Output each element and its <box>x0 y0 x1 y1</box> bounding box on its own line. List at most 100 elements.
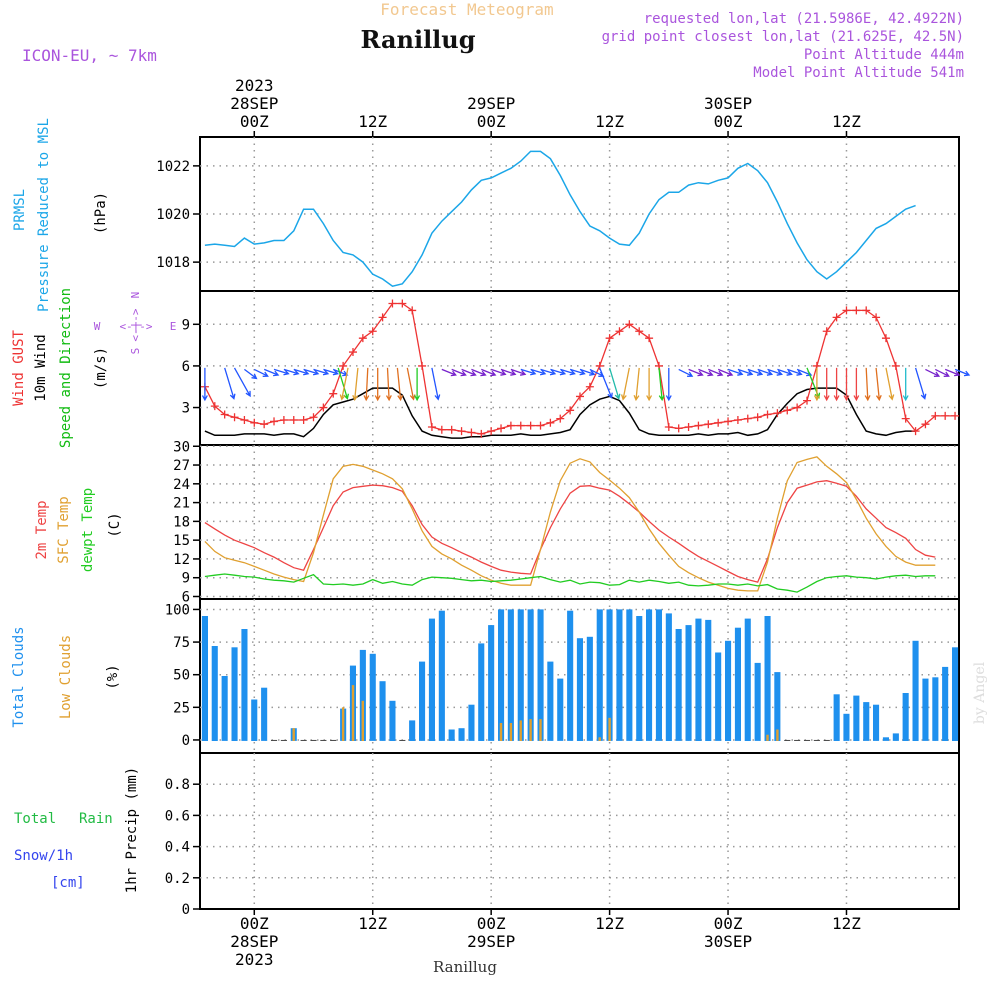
low-cloud-bar <box>499 723 503 741</box>
compass-axis: <-|-> <box>129 308 142 341</box>
total-cloud-bar <box>675 629 682 741</box>
gust-marker <box>487 427 496 436</box>
low-cloud-bar <box>766 734 769 741</box>
wind-direction-arrow <box>698 368 714 377</box>
ytick-label: 12 <box>173 552 190 568</box>
wind-direction-arrow <box>500 368 517 376</box>
total-cloud-bar <box>754 662 761 741</box>
wind-direction-arrow <box>688 368 704 377</box>
total-cloud-bar <box>734 627 741 741</box>
total-cloud-bar <box>251 699 258 741</box>
ytick-label: 1022 <box>156 159 190 175</box>
total-cloud-bar <box>705 619 712 741</box>
total-cloud-bar <box>853 695 860 741</box>
top-tick-label: 29SEP <box>467 94 515 113</box>
total-label: Total <box>14 811 56 827</box>
precip-frame <box>199 752 960 910</box>
total-cloud-bar <box>389 700 396 741</box>
clouds-unit: (%) <box>105 664 121 689</box>
compass-n: N <box>129 292 142 299</box>
gust-marker <box>220 410 229 419</box>
pressure-frame <box>199 136 960 292</box>
gust-marker <box>358 334 367 343</box>
total-cloud-bar <box>942 666 949 741</box>
total-cloud-bar <box>715 652 722 741</box>
ytick-label: 18 <box>173 514 190 530</box>
wind-direction-arrow <box>352 367 359 402</box>
rain-label: Rain <box>79 811 113 827</box>
total-cloud-bar <box>873 704 880 741</box>
gust-marker <box>674 424 683 433</box>
total-cloud-bar <box>596 609 603 741</box>
gust-marker <box>891 361 900 370</box>
wind-direction-arrow <box>263 368 280 377</box>
total-cloud-bar <box>419 661 426 741</box>
compass-icon: N <-|-> S W <-|-> E <box>94 292 177 355</box>
snow-label: Snow/1h <box>14 848 73 864</box>
pressure-label-msl: Pressure Reduced to MSL <box>36 118 52 312</box>
compass-w: W <box>94 320 101 333</box>
wind-direction-arrow <box>727 368 744 376</box>
point-altitude: Point Altitude 444m <box>804 47 964 63</box>
bottom-tick-label: 30SEP <box>704 932 752 951</box>
gust-marker <box>270 417 279 426</box>
bottom-tick-label: 12Z <box>832 914 861 933</box>
ytick-label: 9 <box>182 571 190 587</box>
gust-marker <box>911 427 920 436</box>
low-cloud-bar <box>351 685 355 741</box>
ytick-label: 15 <box>173 533 190 549</box>
gust-marker <box>506 421 515 430</box>
total-cloud-bar <box>685 625 692 741</box>
clouds-panel: 0 25 50 75 100 Total Clouds Low Clouds (%) <box>11 598 960 754</box>
sfc-temp-line <box>204 456 936 592</box>
gust-marker <box>398 299 407 308</box>
wind-speed-dir-label: Speed and Direction <box>58 288 74 448</box>
wind-direction-arrow <box>414 367 421 402</box>
gust-marker <box>299 416 308 425</box>
ytick-label: 0.6 <box>165 808 190 824</box>
wind-direction-arrow <box>441 368 457 377</box>
gust-marker <box>309 413 318 422</box>
gust-marker <box>694 421 703 430</box>
pressure-panel: 1018 1020 1022 PRMSL Pressure Reduced to M… <box>12 118 960 312</box>
wind-direction-arrow <box>293 368 310 376</box>
wind-direction-arrow <box>658 367 665 402</box>
top-tick-label: 12Z <box>595 112 624 131</box>
requested-coords: requested lon,lat (21.5986E, 42.4922N) <box>644 11 964 27</box>
total-cloud-bar <box>557 678 564 741</box>
total-cloud-bar <box>231 647 238 741</box>
wind-direction-arrow <box>374 367 381 402</box>
total-cloud-bar <box>527 609 534 741</box>
total-cloud-bar <box>655 609 662 741</box>
wind-direction-arrow <box>273 368 290 376</box>
top-tick-label: 00Z <box>240 112 269 131</box>
ytick-label: 1020 <box>156 207 190 223</box>
gust-marker <box>635 327 644 336</box>
bottom-tick-label: 2023 <box>235 950 274 969</box>
wind-direction-arrow <box>323 368 339 376</box>
precip-panel: 0 0.2 0.4 0.6 0.8 Total Rain Snow/1h [cm] 1h… <box>14 752 960 918</box>
wind-gust-label: Wind GUST <box>11 330 27 406</box>
low-cloud-bar <box>598 737 601 741</box>
total-cloud-bar <box>261 687 268 741</box>
compass-e: E <box>170 320 177 333</box>
wind-direction-arrow <box>925 368 941 377</box>
total-cloud-bar <box>586 636 593 741</box>
gust-marker <box>763 410 772 419</box>
gust-marker <box>625 320 634 329</box>
credit-watermark: by Angel <box>972 661 988 724</box>
wind-direction-arrow <box>885 367 895 401</box>
gust-marker <box>546 418 555 427</box>
ytick-label: 75 <box>173 635 190 651</box>
ytick-label: 21 <box>173 496 190 512</box>
total-cloud-bar <box>448 729 455 741</box>
wind-direction-arrow <box>833 367 840 402</box>
gust-marker <box>803 396 812 405</box>
total-cloud-bar <box>863 702 870 741</box>
wind-direction-arrow <box>954 368 971 377</box>
pressure-line <box>204 150 916 288</box>
top-tick-label: 2023 <box>235 76 274 95</box>
wind-direction-arrow <box>569 368 586 376</box>
top-tick-label: 28SEP <box>230 94 278 113</box>
